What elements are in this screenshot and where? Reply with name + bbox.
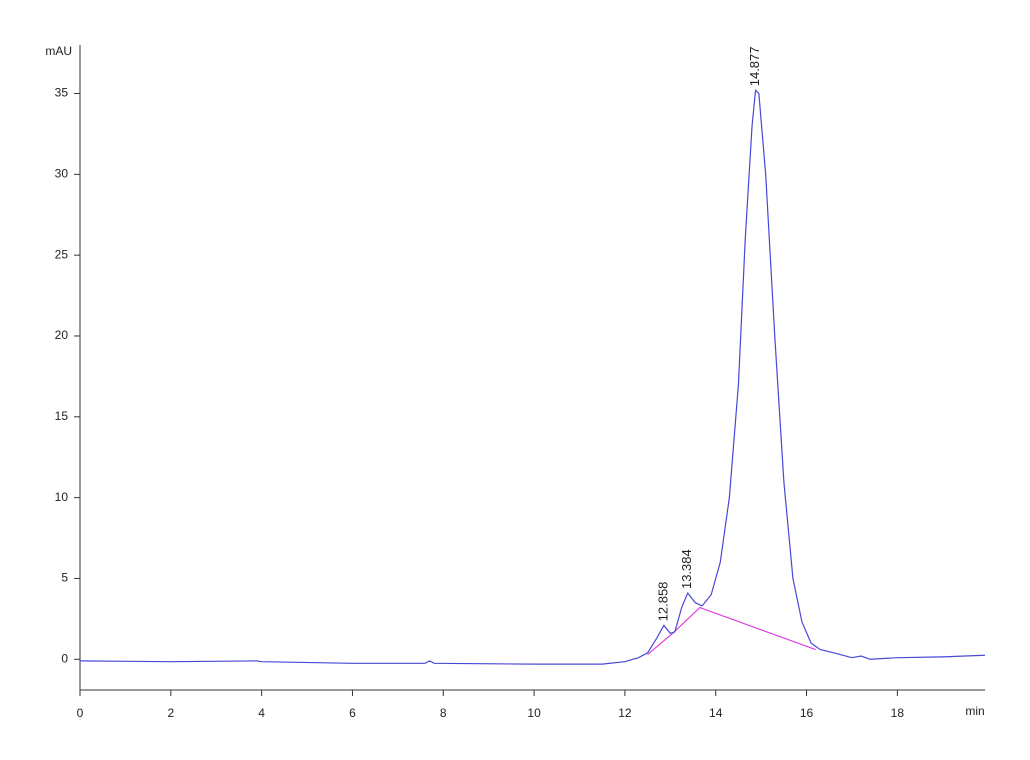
x-tick-label: 12 <box>618 706 632 720</box>
y-tick-label: 30 <box>55 166 69 180</box>
x-tick-label: 18 <box>891 706 905 720</box>
y-tick-label: 35 <box>55 86 69 100</box>
y-axis-label: mAU <box>45 44 72 58</box>
y-tick-label: 25 <box>55 247 69 261</box>
x-tick-label: 2 <box>167 706 174 720</box>
y-tick-label: 10 <box>55 490 69 504</box>
x-tick-label: 8 <box>440 706 447 720</box>
x-tick-label: 14 <box>709 706 723 720</box>
x-tick-label: 4 <box>258 706 265 720</box>
x-tick-label: 16 <box>800 706 814 720</box>
y-tick-label: 15 <box>55 409 69 423</box>
x-tick-label: 0 <box>77 706 84 720</box>
x-axis-label: min <box>965 704 984 718</box>
trace <box>79 88 986 665</box>
y-tick-label: 0 <box>61 651 68 665</box>
y-tick-label: 20 <box>55 328 69 342</box>
baseline <box>647 606 816 655</box>
x-tick-label: 6 <box>349 706 356 720</box>
x-tick-label: 10 <box>527 706 541 720</box>
peak-label: 14.877 <box>747 46 762 86</box>
peak-label: 12.858 <box>655 582 670 622</box>
y-tick-label: 5 <box>61 571 68 585</box>
peak-label: 13.384 <box>679 549 694 589</box>
